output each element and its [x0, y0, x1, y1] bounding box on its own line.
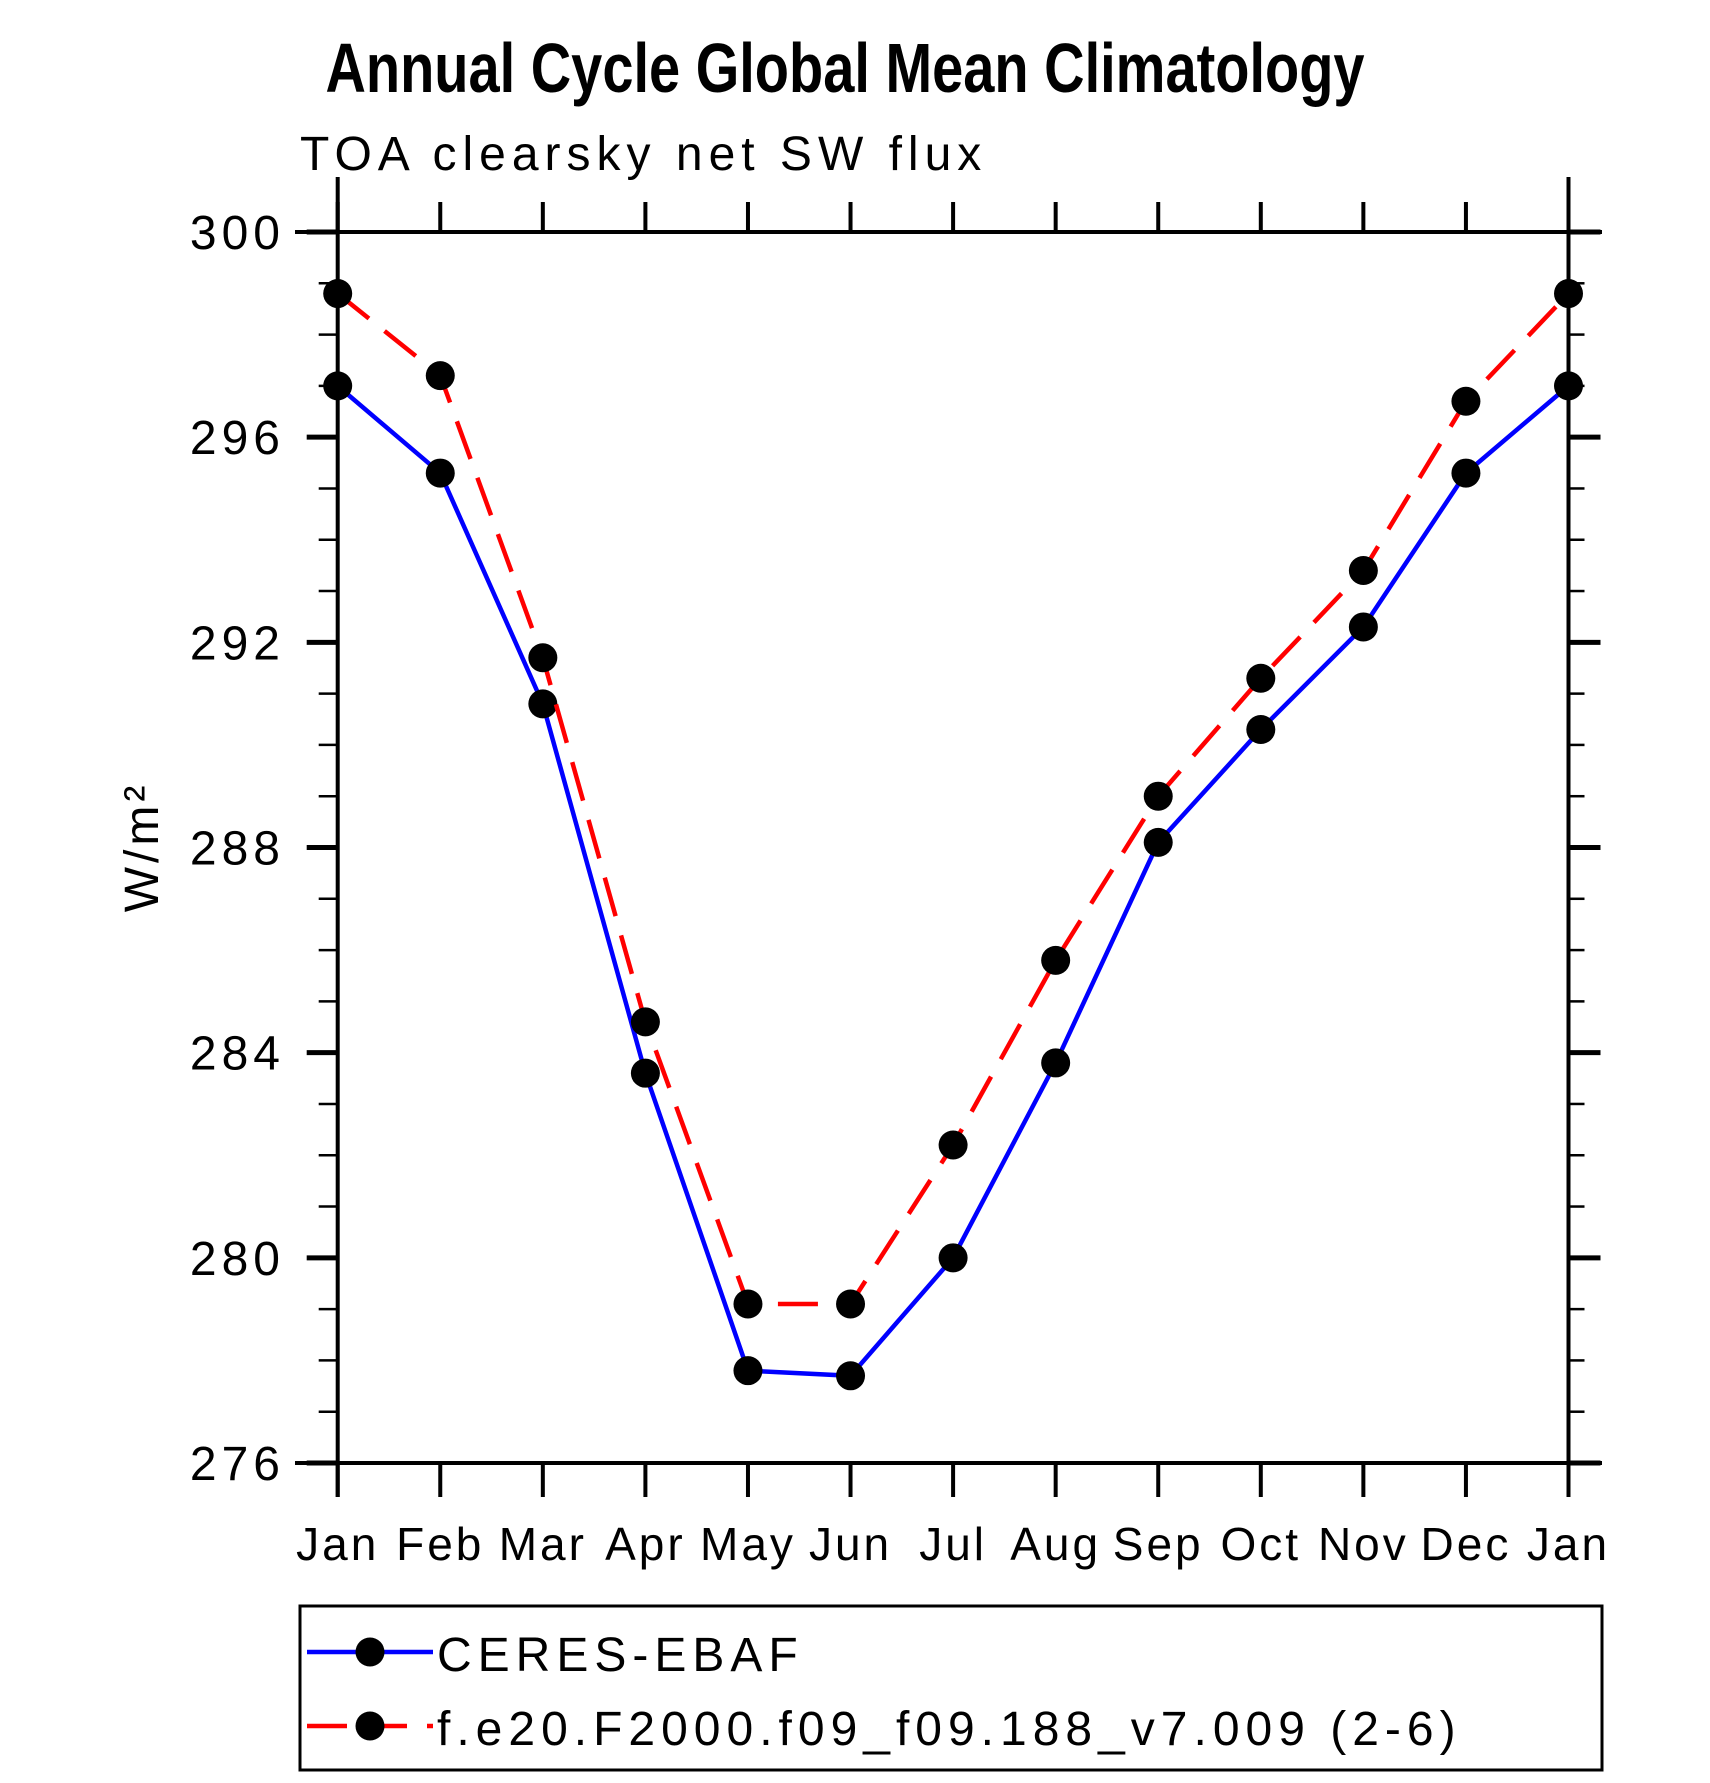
data-point-f.e20.F2000.f09_f09.188_v7.009 (2-6)-Sep-8: [1143, 781, 1173, 811]
series-line-CERES-EBAF: [336, 384, 1570, 1379]
data-point-f.e20.F2000.f09_f09.188_v7.009 (2-6)-Apr-3: [630, 1007, 660, 1037]
chart-title: Annual Cycle Global Mean Climatology: [325, 30, 1364, 107]
data-point-f.e20.F2000.f09_f09.188_v7.009 (2-6)-Jan-0: [323, 279, 353, 309]
axes: Jan Feb Mar Apr May Jun Jul Aug Sep Oct Nov Dec Jan2…: [190, 177, 1610, 1570]
x-tick-label-Oct-9: Oct: [1221, 1518, 1302, 1570]
y-tick-label-284: 284: [190, 1028, 285, 1081]
y-tick-label-296: 296: [190, 412, 285, 465]
y-tick-label-300: 300: [190, 207, 285, 260]
legend-label-f.e20.F2000.f09_f09.188_v7.009 (2-6): f.e20.F2000.f09_f09.188_v7.009 (2-6): [437, 1703, 1462, 1756]
data-point-CERES-EBAF-Jul-6: [938, 1243, 968, 1273]
y-tick-label-288: 288: [190, 823, 285, 876]
data-point-CERES-EBAF-Feb-1: [425, 458, 455, 488]
legend: CERES-EBAF f.e20.F2000.f09_f09.188_v7.009…: [298, 1604, 1604, 1772]
x-tick-label-Aug-7: Aug: [1010, 1518, 1101, 1570]
x-tick-label-Jan-12: Jan: [1527, 1518, 1610, 1570]
x-tick-label-Apr-3: Apr: [605, 1518, 686, 1570]
data-point-CERES-EBAF-Nov-10: [1348, 612, 1378, 642]
data-point-CERES-EBAF-Jan-12: [1554, 371, 1583, 401]
y-tick-label-280: 280: [190, 1233, 285, 1286]
y-axis-label: W/m²: [116, 782, 169, 913]
legend-marker-CERES-EBAF: [355, 1637, 385, 1667]
x-tick-label-May-4: May: [700, 1518, 796, 1570]
data-point-f.e20.F2000.f09_f09.188_v7.009 (2-6)-Nov-10: [1348, 556, 1378, 586]
data-point-f.e20.F2000.f09_f09.188_v7.009 (2-6)-Mar-2: [528, 643, 558, 673]
legend-box: [298, 1604, 1604, 1772]
legend-label-CERES-EBAF: CERES-EBAF: [437, 1629, 804, 1682]
x-tick-label-Feb-1: Feb: [396, 1518, 484, 1570]
y-tick-label-276: 276: [190, 1438, 285, 1491]
data-series: [323, 279, 1583, 1391]
chart-subtitle: TOA clearsky net SW flux: [300, 128, 987, 181]
x-tick-label-Jun-5: Jun: [809, 1518, 892, 1570]
x-tick-label-Jan-0: Jan: [296, 1518, 379, 1570]
data-point-f.e20.F2000.f09_f09.188_v7.009 (2-6)-Jul-6: [938, 1130, 968, 1160]
data-point-CERES-EBAF-Jan-0: [323, 371, 353, 401]
data-point-CERES-EBAF-Sep-8: [1143, 827, 1173, 857]
data-point-f.e20.F2000.f09_f09.188_v7.009 (2-6)-May-4: [733, 1289, 763, 1319]
x-tick-label-Jul-6: Jul: [919, 1518, 987, 1570]
data-point-f.e20.F2000.f09_f09.188_v7.009 (2-6)-Jan-12: [1554, 279, 1583, 309]
data-point-f.e20.F2000.f09_f09.188_v7.009 (2-6)-Jun-5: [836, 1289, 866, 1319]
data-point-CERES-EBAF-Oct-9: [1246, 715, 1276, 745]
x-tick-label-Mar-2: Mar: [499, 1518, 587, 1570]
data-point-CERES-EBAF-Mar-2: [528, 689, 558, 719]
data-point-CERES-EBAF-Dec-11: [1451, 458, 1481, 488]
legend-marker-f.e20.F2000.f09_f09.188_v7.009 (2-6): [355, 1711, 385, 1741]
data-point-f.e20.F2000.f09_f09.188_v7.009 (2-6)-Aug-7: [1041, 945, 1071, 975]
x-tick-label-Sep-8: Sep: [1113, 1518, 1204, 1570]
data-point-CERES-EBAF-Aug-7: [1041, 1048, 1071, 1078]
data-point-CERES-EBAF-Jun-5: [836, 1361, 866, 1391]
data-point-CERES-EBAF-Apr-3: [630, 1058, 660, 1088]
data-point-f.e20.F2000.f09_f09.188_v7.009 (2-6)-Feb-1: [425, 361, 455, 391]
data-point-CERES-EBAF-May-4: [733, 1356, 763, 1386]
data-point-f.e20.F2000.f09_f09.188_v7.009 (2-6)-Dec-11: [1451, 386, 1481, 416]
y-tick-label-292: 292: [190, 617, 285, 670]
x-tick-label-Nov-10: Nov: [1318, 1518, 1409, 1570]
data-point-f.e20.F2000.f09_f09.188_v7.009 (2-6)-Oct-9: [1246, 663, 1276, 693]
x-tick-label-Dec-11: Dec: [1421, 1518, 1512, 1570]
